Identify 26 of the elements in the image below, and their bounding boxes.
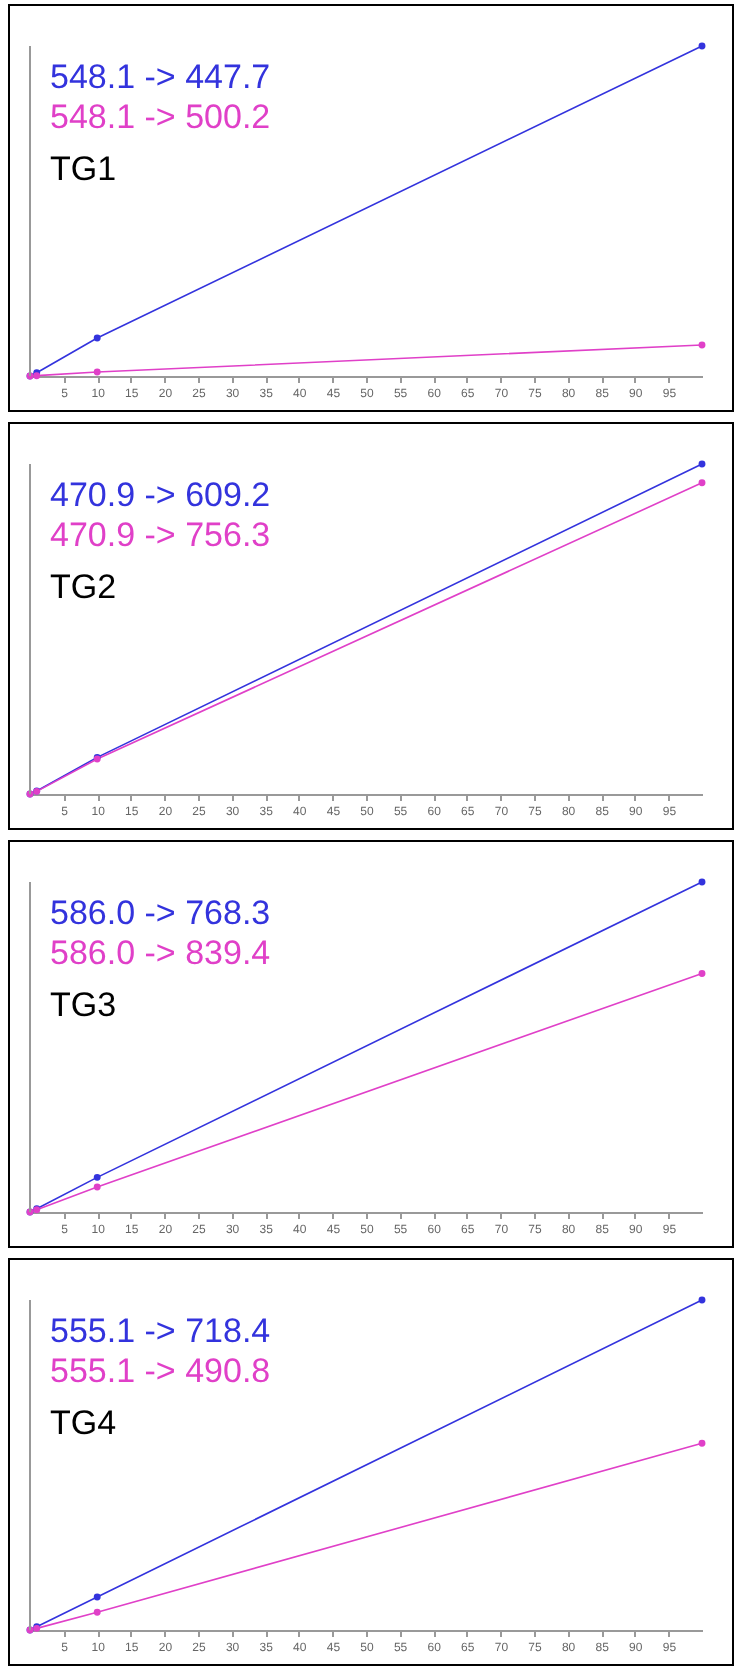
point [93,1593,101,1601]
annotation: 470.9 -> 756.3 [50,516,271,554]
annotation: 586.0 -> 839.4 [50,934,271,972]
point [698,42,706,50]
annotation: TG4 [50,1404,117,1442]
point [698,878,706,886]
point [93,1183,101,1191]
annotation: 470.9 -> 609.2 [50,476,271,514]
point [698,460,706,468]
point [93,334,101,342]
annotation: TG2 [50,568,117,606]
point [93,1608,101,1616]
point [698,341,706,349]
annotation: TG3 [50,986,117,1024]
point [93,368,101,376]
point [93,1173,101,1181]
annotation: 555.1 -> 490.8 [50,1352,271,1390]
point [698,1439,706,1447]
annotation: 555.1 -> 718.4 [50,1312,271,1350]
point [698,969,706,977]
point [698,1296,706,1304]
point [698,479,706,487]
annotation: 586.0 -> 768.3 [50,894,271,932]
annotation: TG1 [50,150,117,188]
annotation: 548.1 -> 500.2 [50,98,271,136]
annotation: 548.1 -> 447.7 [50,58,271,96]
